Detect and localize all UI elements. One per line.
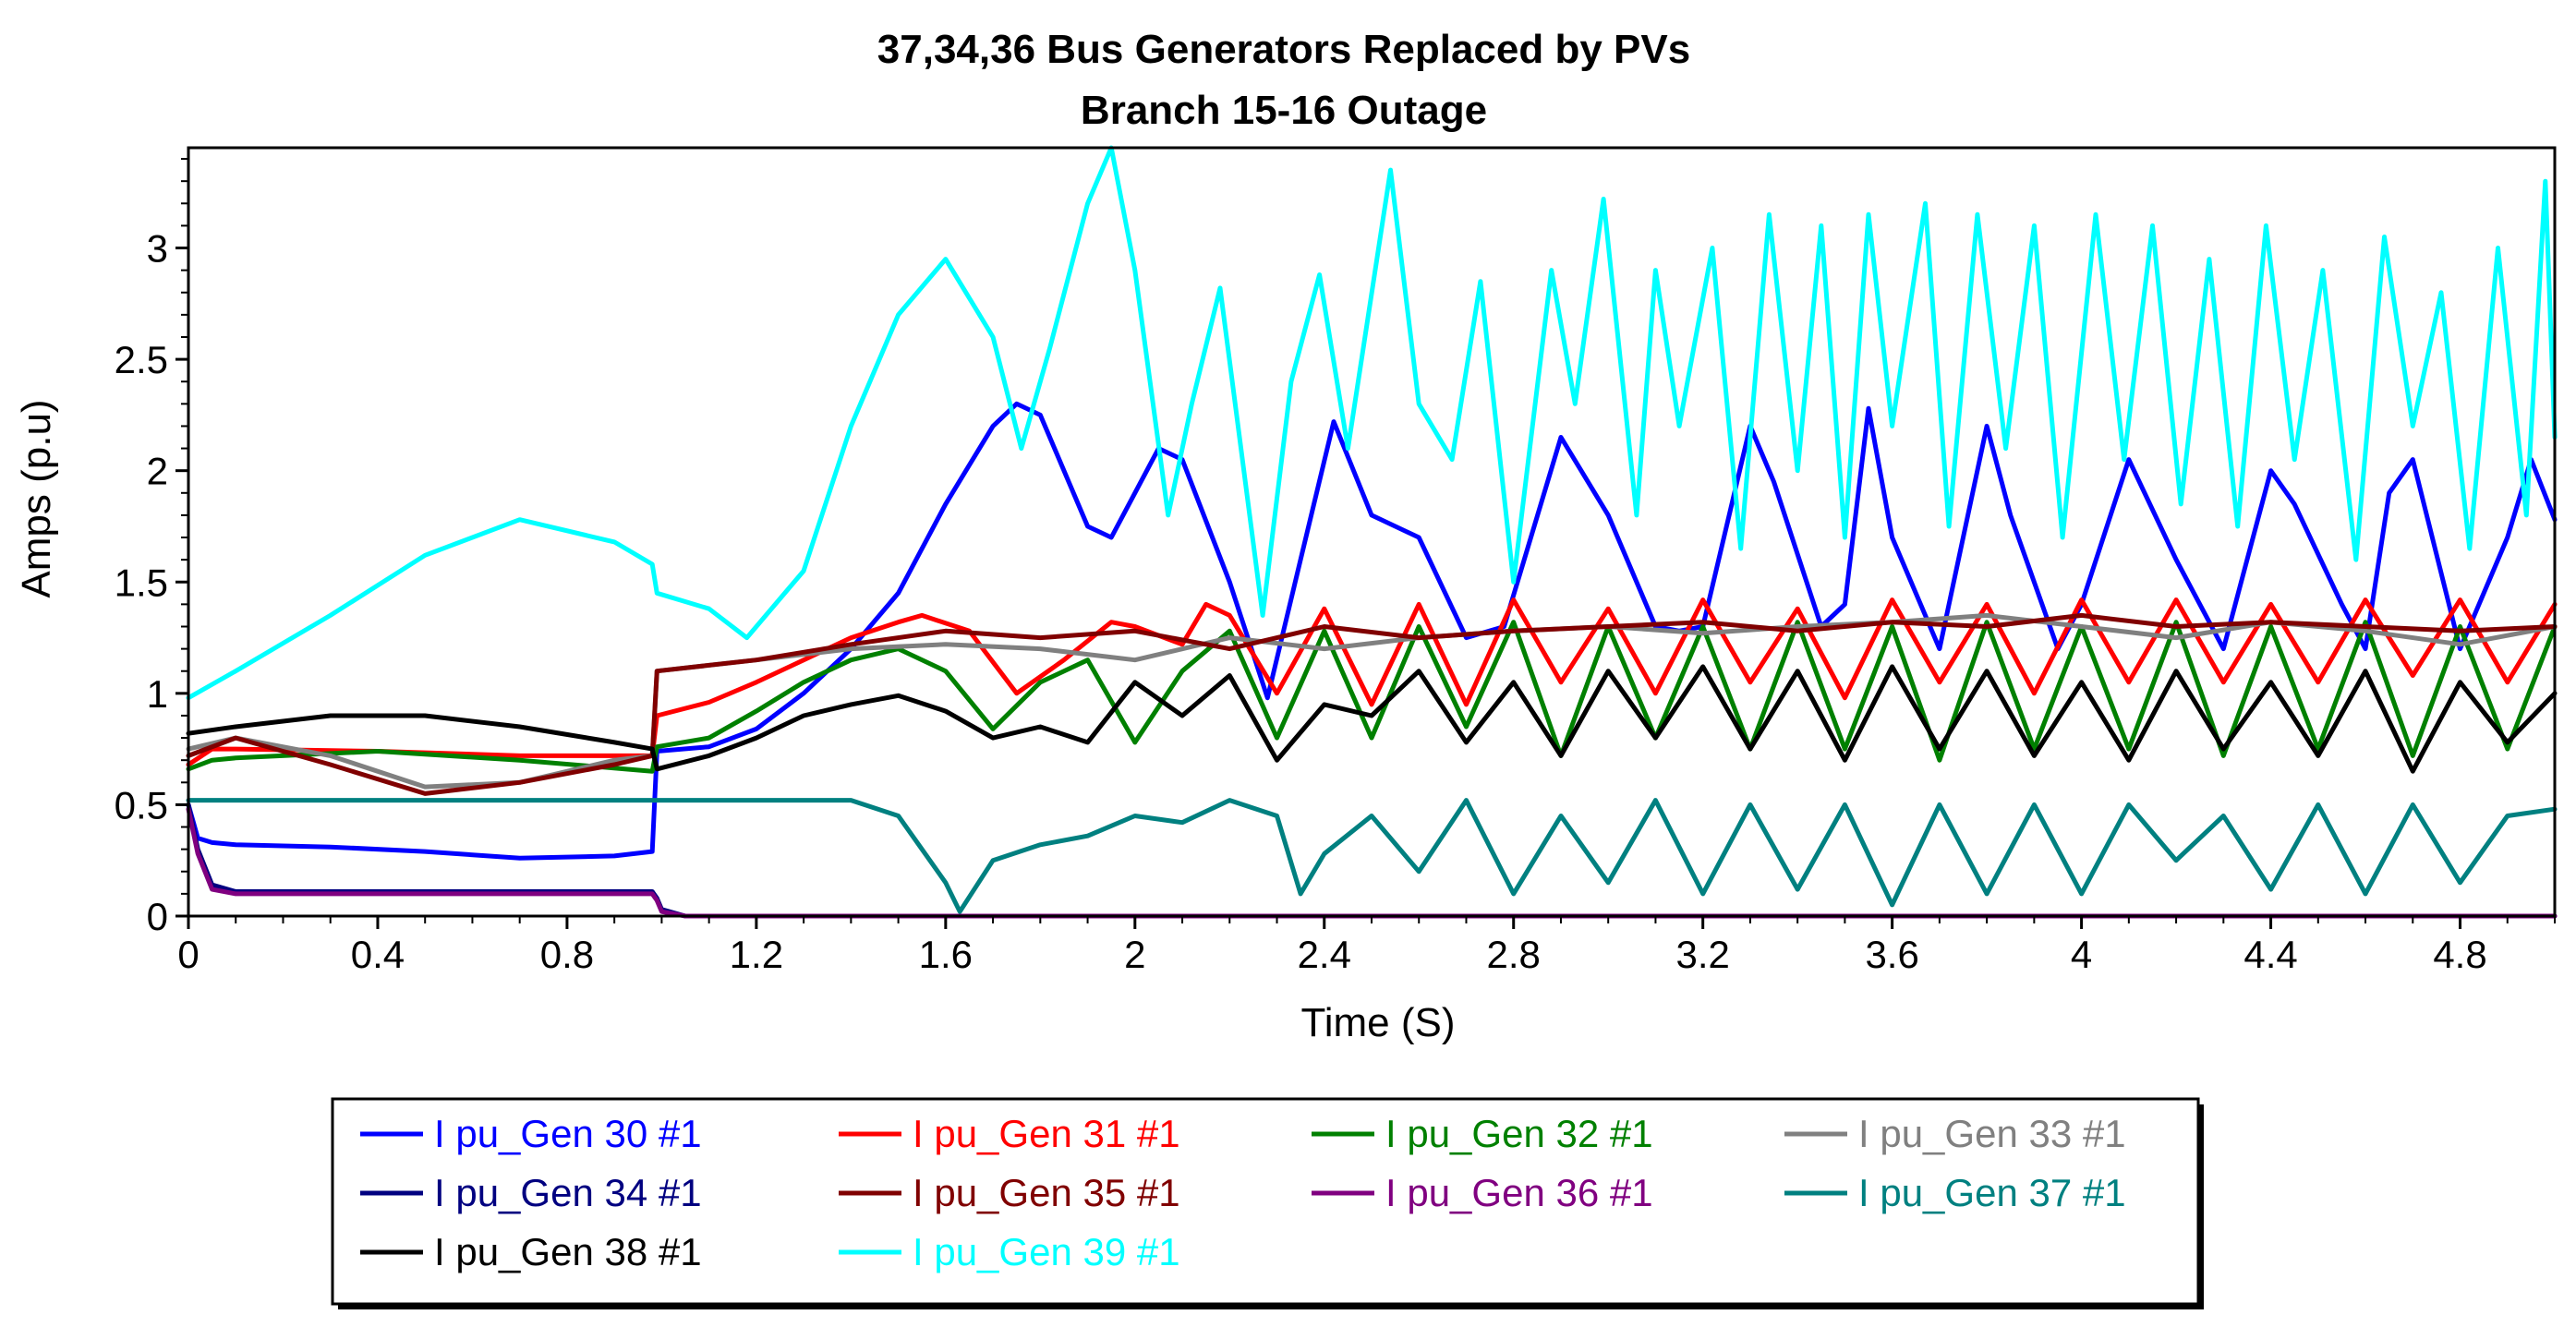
legend-label-gen-33: I pu_Gen 33 #1 [1858,1112,2126,1155]
y-axis-label: Amps (p.u) [14,399,59,597]
x-tick-label: 2.4 [1298,933,1351,976]
legend-label-gen-37: I pu_Gen 37 #1 [1858,1171,2126,1214]
x-tick-label: 4 [2071,933,2092,976]
x-axis-label: Time (S) [1300,1000,1455,1045]
x-tick-label: 0 [177,933,199,976]
series-line-gen-36 [186,806,2558,919]
x-tick-label: 3.6 [1865,933,1918,976]
x-tick-label: 4.8 [2433,933,2486,976]
legend-label-gen-32: I pu_Gen 32 #1 [1385,1112,1653,1155]
legend-label-gen-39: I pu_Gen 39 #1 [913,1230,1180,1273]
series-line-gen-32 [186,620,2558,774]
x-tick-label: 1.2 [730,933,783,976]
x-tick-label: 0.4 [351,933,405,976]
y-tick-label: 2 [147,450,168,493]
x-tick-label: 2.8 [1487,933,1541,976]
x-tick-label: 0.8 [540,933,594,976]
x-tick-label: 1.6 [919,933,973,976]
legend-label-gen-36: I pu_Gen 36 #1 [1385,1171,1653,1214]
x-tick-label: 3.2 [1675,933,1729,976]
y-tick-label: 0.5 [115,783,168,826]
legend: I pu_Gen 30 #1 I pu_Gen 31 #1 I pu_Gen 32 … [331,1097,2204,1309]
chart-title: 37,34,36 Bus Generators Replaced by PVs [877,27,1690,72]
series-line-gen-39 [186,145,2558,701]
chart-subtitle: Branch 15-16 Outage [1081,88,1487,133]
legend-label-gen-38: I pu_Gen 38 #1 [434,1230,702,1273]
legend-label-gen-30: I pu_Gen 30 #1 [434,1112,702,1155]
series-line-gen-38 [186,664,2558,774]
x-tick-label: 4.4 [2243,933,2297,976]
legend-label-gen-34: I pu_Gen 34 #1 [434,1171,702,1214]
legend-label-gen-31: I pu_Gen 31 #1 [913,1112,1180,1155]
y-tick-label: 3 [147,227,168,271]
legend-label-gen-35: I pu_Gen 35 #1 [913,1171,1180,1214]
series-line-gen-37 [186,798,2558,914]
series-line-gen-31 [186,597,2558,767]
axes-group: 0 0.4 0.8 1.2 1.6 2 2.4 2.8 3.2 3.6 4 4.4 4.8 0 0.5 1 1.… [115,146,2557,976]
y-tick-label: 1 [147,672,168,716]
y-tick-label: 1.5 [115,561,168,604]
y-tick-label: 2.5 [115,338,168,381]
series-line-gen-35 [186,612,2558,796]
legend-box [331,1097,2200,1306]
y-tick-label: 0 [147,895,168,938]
x-tick-label: 2 [1124,933,1145,976]
series-group [186,145,2558,919]
